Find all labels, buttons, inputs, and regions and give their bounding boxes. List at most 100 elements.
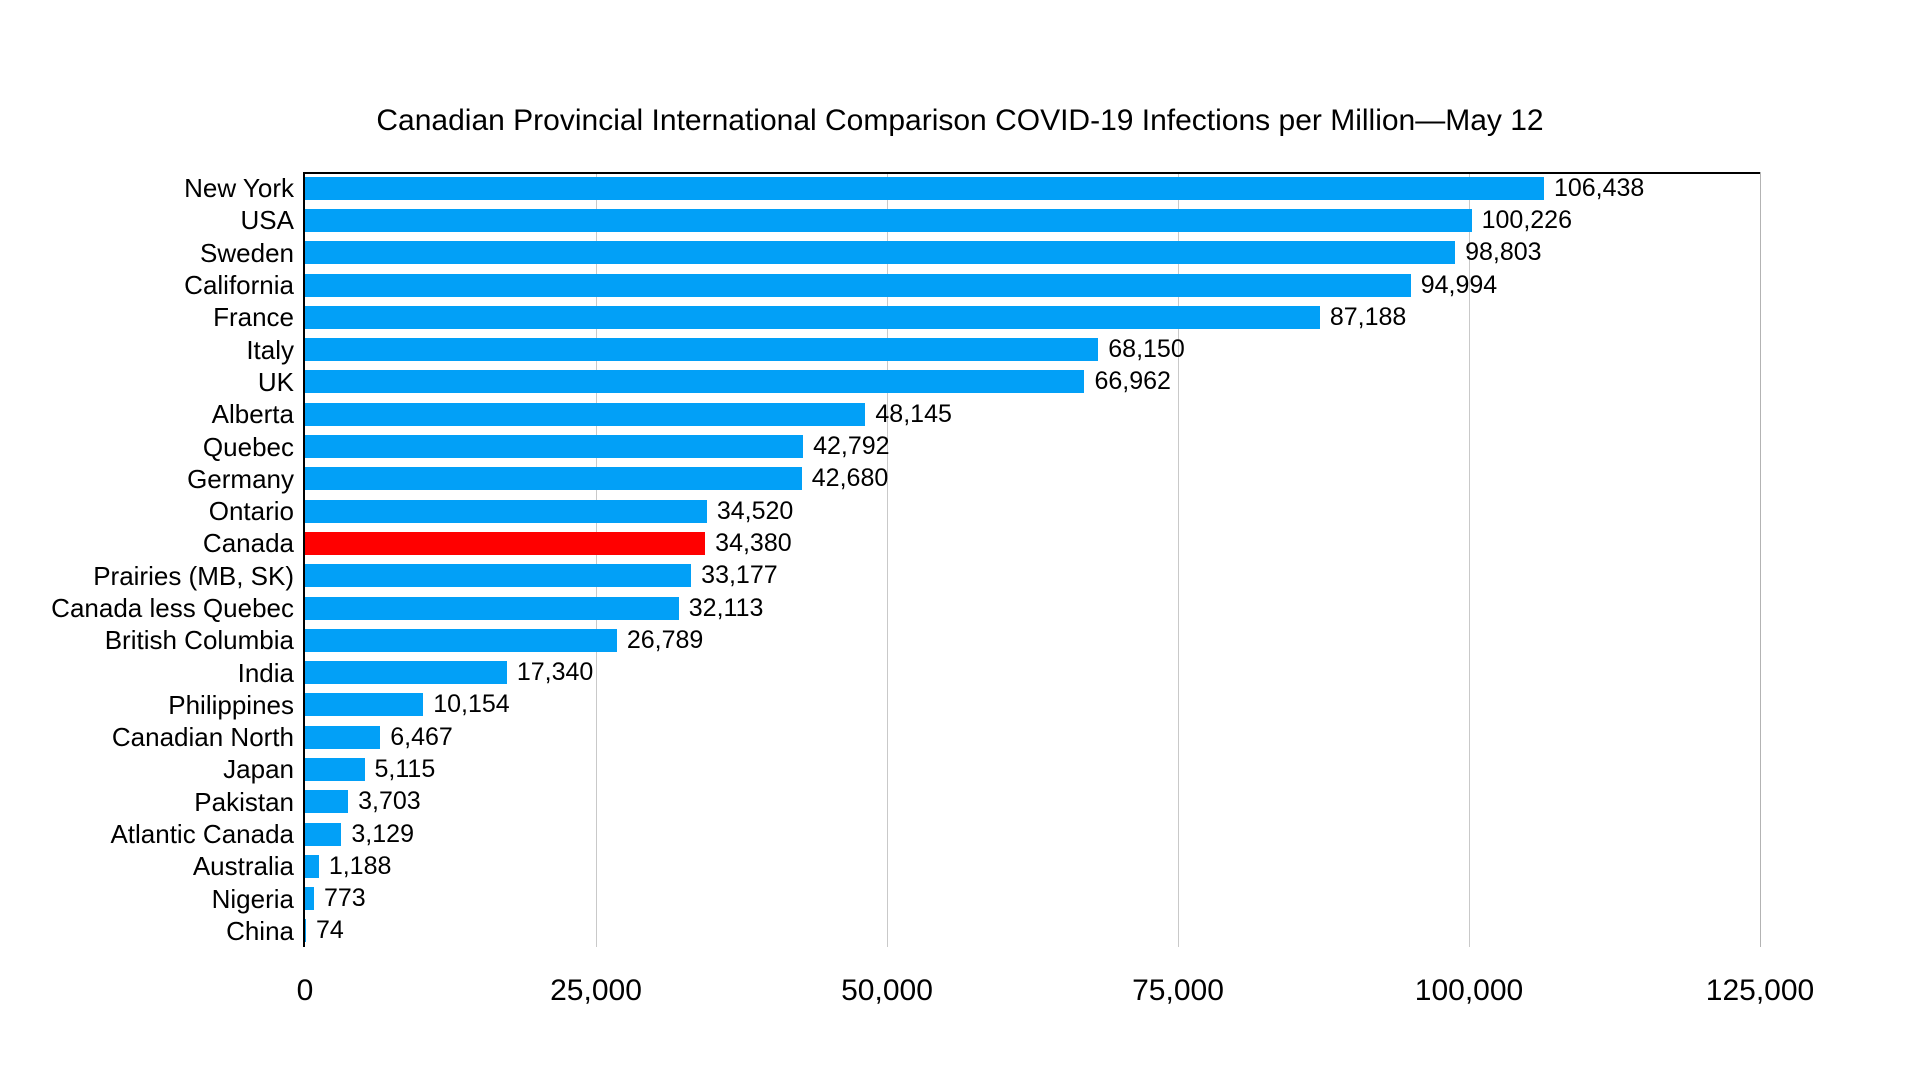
bar-rows: New York 106,438 USA 100,226 Sweden 98,803 Cal… <box>51 172 1760 947</box>
bar-row: Canada 34,380 <box>203 527 1760 559</box>
bar <box>305 919 306 943</box>
bar <box>305 790 349 814</box>
bar <box>305 273 1411 297</box>
bar <box>305 208 1472 232</box>
category-label: Sweden <box>200 237 294 268</box>
value-label: 42,680 <box>811 464 889 493</box>
bar <box>305 596 679 620</box>
category-label: British Columbia <box>104 625 294 656</box>
category-label: Ontario <box>208 496 294 527</box>
category-label: Australia <box>192 851 294 882</box>
bar-row: Quebec 42,792 <box>203 430 1760 462</box>
gridline <box>1469 172 1470 947</box>
bar <box>305 564 692 588</box>
y-axis-line <box>303 172 305 947</box>
bar <box>305 757 365 781</box>
value-label: 34,380 <box>715 528 792 557</box>
value-label: 98,803 <box>1465 238 1542 267</box>
category-label: Atlantic Canada <box>110 819 294 850</box>
bar-row: Germany 42,680 <box>187 463 1760 495</box>
bar-row: France 87,188 <box>213 301 1760 333</box>
value-label: 34,520 <box>716 496 794 525</box>
value-label: 42,792 <box>813 432 890 461</box>
category-label: Japan <box>223 754 294 785</box>
bar <box>305 499 707 523</box>
value-label: 87,188 <box>1329 302 1407 331</box>
bar-row: Philippines 10,154 <box>168 689 1760 721</box>
bar <box>305 693 424 717</box>
category-label: Canada less Quebec <box>51 593 294 623</box>
bar-row: Italy 68,150 <box>246 333 1760 365</box>
gridline <box>596 172 597 947</box>
bar-row: Alberta 48,145 <box>212 398 1760 430</box>
category-label: France <box>213 302 294 333</box>
category-label: Nigeria <box>211 883 294 914</box>
value-label: 3,129 <box>351 819 414 848</box>
bar-row: Pakistan 3,703 <box>194 786 1760 818</box>
value-label: 48,145 <box>875 399 952 428</box>
value-label: 32,113 <box>688 593 764 622</box>
bar <box>305 338 1099 362</box>
category-label: Germany <box>187 463 294 494</box>
gridline <box>1760 172 1761 947</box>
value-label: 68,150 <box>1108 335 1185 364</box>
value-label: 17,340 <box>516 658 594 687</box>
category-label: New York <box>184 173 294 204</box>
category-label: China <box>226 915 294 946</box>
bar <box>305 661 507 685</box>
bar <box>305 628 617 652</box>
bar-row: UK 66,962 <box>258 366 1760 398</box>
bar-row: Prairies (MB, SK) 33,177 <box>93 560 1760 592</box>
category-label: Prairies (MB, SK) <box>93 560 294 591</box>
value-label: 74 <box>316 916 344 945</box>
bar-row: Japan 5,115 <box>223 753 1760 785</box>
bar-row: Atlantic Canada 3,129 <box>110 818 1760 850</box>
value-label: 66,962 <box>1094 367 1171 396</box>
bar-row: Canada less Quebec 32,113 <box>51 592 1760 624</box>
plot-area: New York 106,438 USA 100,226 Sweden 98,803 Cal… <box>51 172 1761 947</box>
category-label: India <box>237 657 294 688</box>
bar-row: USA 100,226 <box>241 204 1760 236</box>
x-axis-tick-label: 50,000 <box>841 974 933 1007</box>
x-axis-tick-label: 75,000 <box>1132 974 1224 1007</box>
category-label: Canada <box>202 528 294 559</box>
bar <box>305 402 866 426</box>
bar <box>305 854 319 878</box>
category-label: Canadian North <box>111 722 294 753</box>
category-label: UK <box>257 366 294 397</box>
category-label: Alberta <box>211 399 294 430</box>
bar-row: Ontario 34,520 <box>209 495 1760 527</box>
category-label: Italy <box>246 334 294 365</box>
bar-row: Canadian North 6,467 <box>112 721 1760 753</box>
category-label: USA <box>240 205 294 236</box>
category-label: Quebec <box>202 431 294 462</box>
x-axis-tick-label: 100,000 <box>1414 974 1524 1007</box>
bar <box>305 370 1085 394</box>
value-label: 106,438 <box>1553 173 1645 202</box>
gridline <box>887 172 888 947</box>
x-axis-tick-label: 25,000 <box>550 974 642 1007</box>
category-label: California <box>184 270 294 301</box>
value-label: 1,188 <box>328 851 392 880</box>
value-label: 26,789 <box>626 625 704 654</box>
category-label: Philippines <box>168 689 294 720</box>
bar <box>305 467 802 491</box>
bar <box>305 176 1544 200</box>
bar-row: California 94,994 <box>184 269 1760 301</box>
value-label: 94,994 <box>1420 270 1498 299</box>
bar-row: China 74 <box>226 915 1760 947</box>
value-label: 10,154 <box>433 690 510 719</box>
bar-row: New York 106,438 <box>184 172 1760 204</box>
bar <box>305 305 1320 329</box>
bar <box>305 435 804 459</box>
bar-highlighted <box>305 531 706 555</box>
gridline <box>1178 172 1179 947</box>
bar <box>305 822 342 846</box>
plot-top-border <box>303 172 1760 174</box>
bar-row: Nigeria 773 <box>212 883 1760 915</box>
bar <box>305 725 381 749</box>
bar <box>305 241 1456 265</box>
value-label: 3,703 <box>358 787 421 816</box>
bar-row: Sweden 98,803 <box>200 237 1760 269</box>
